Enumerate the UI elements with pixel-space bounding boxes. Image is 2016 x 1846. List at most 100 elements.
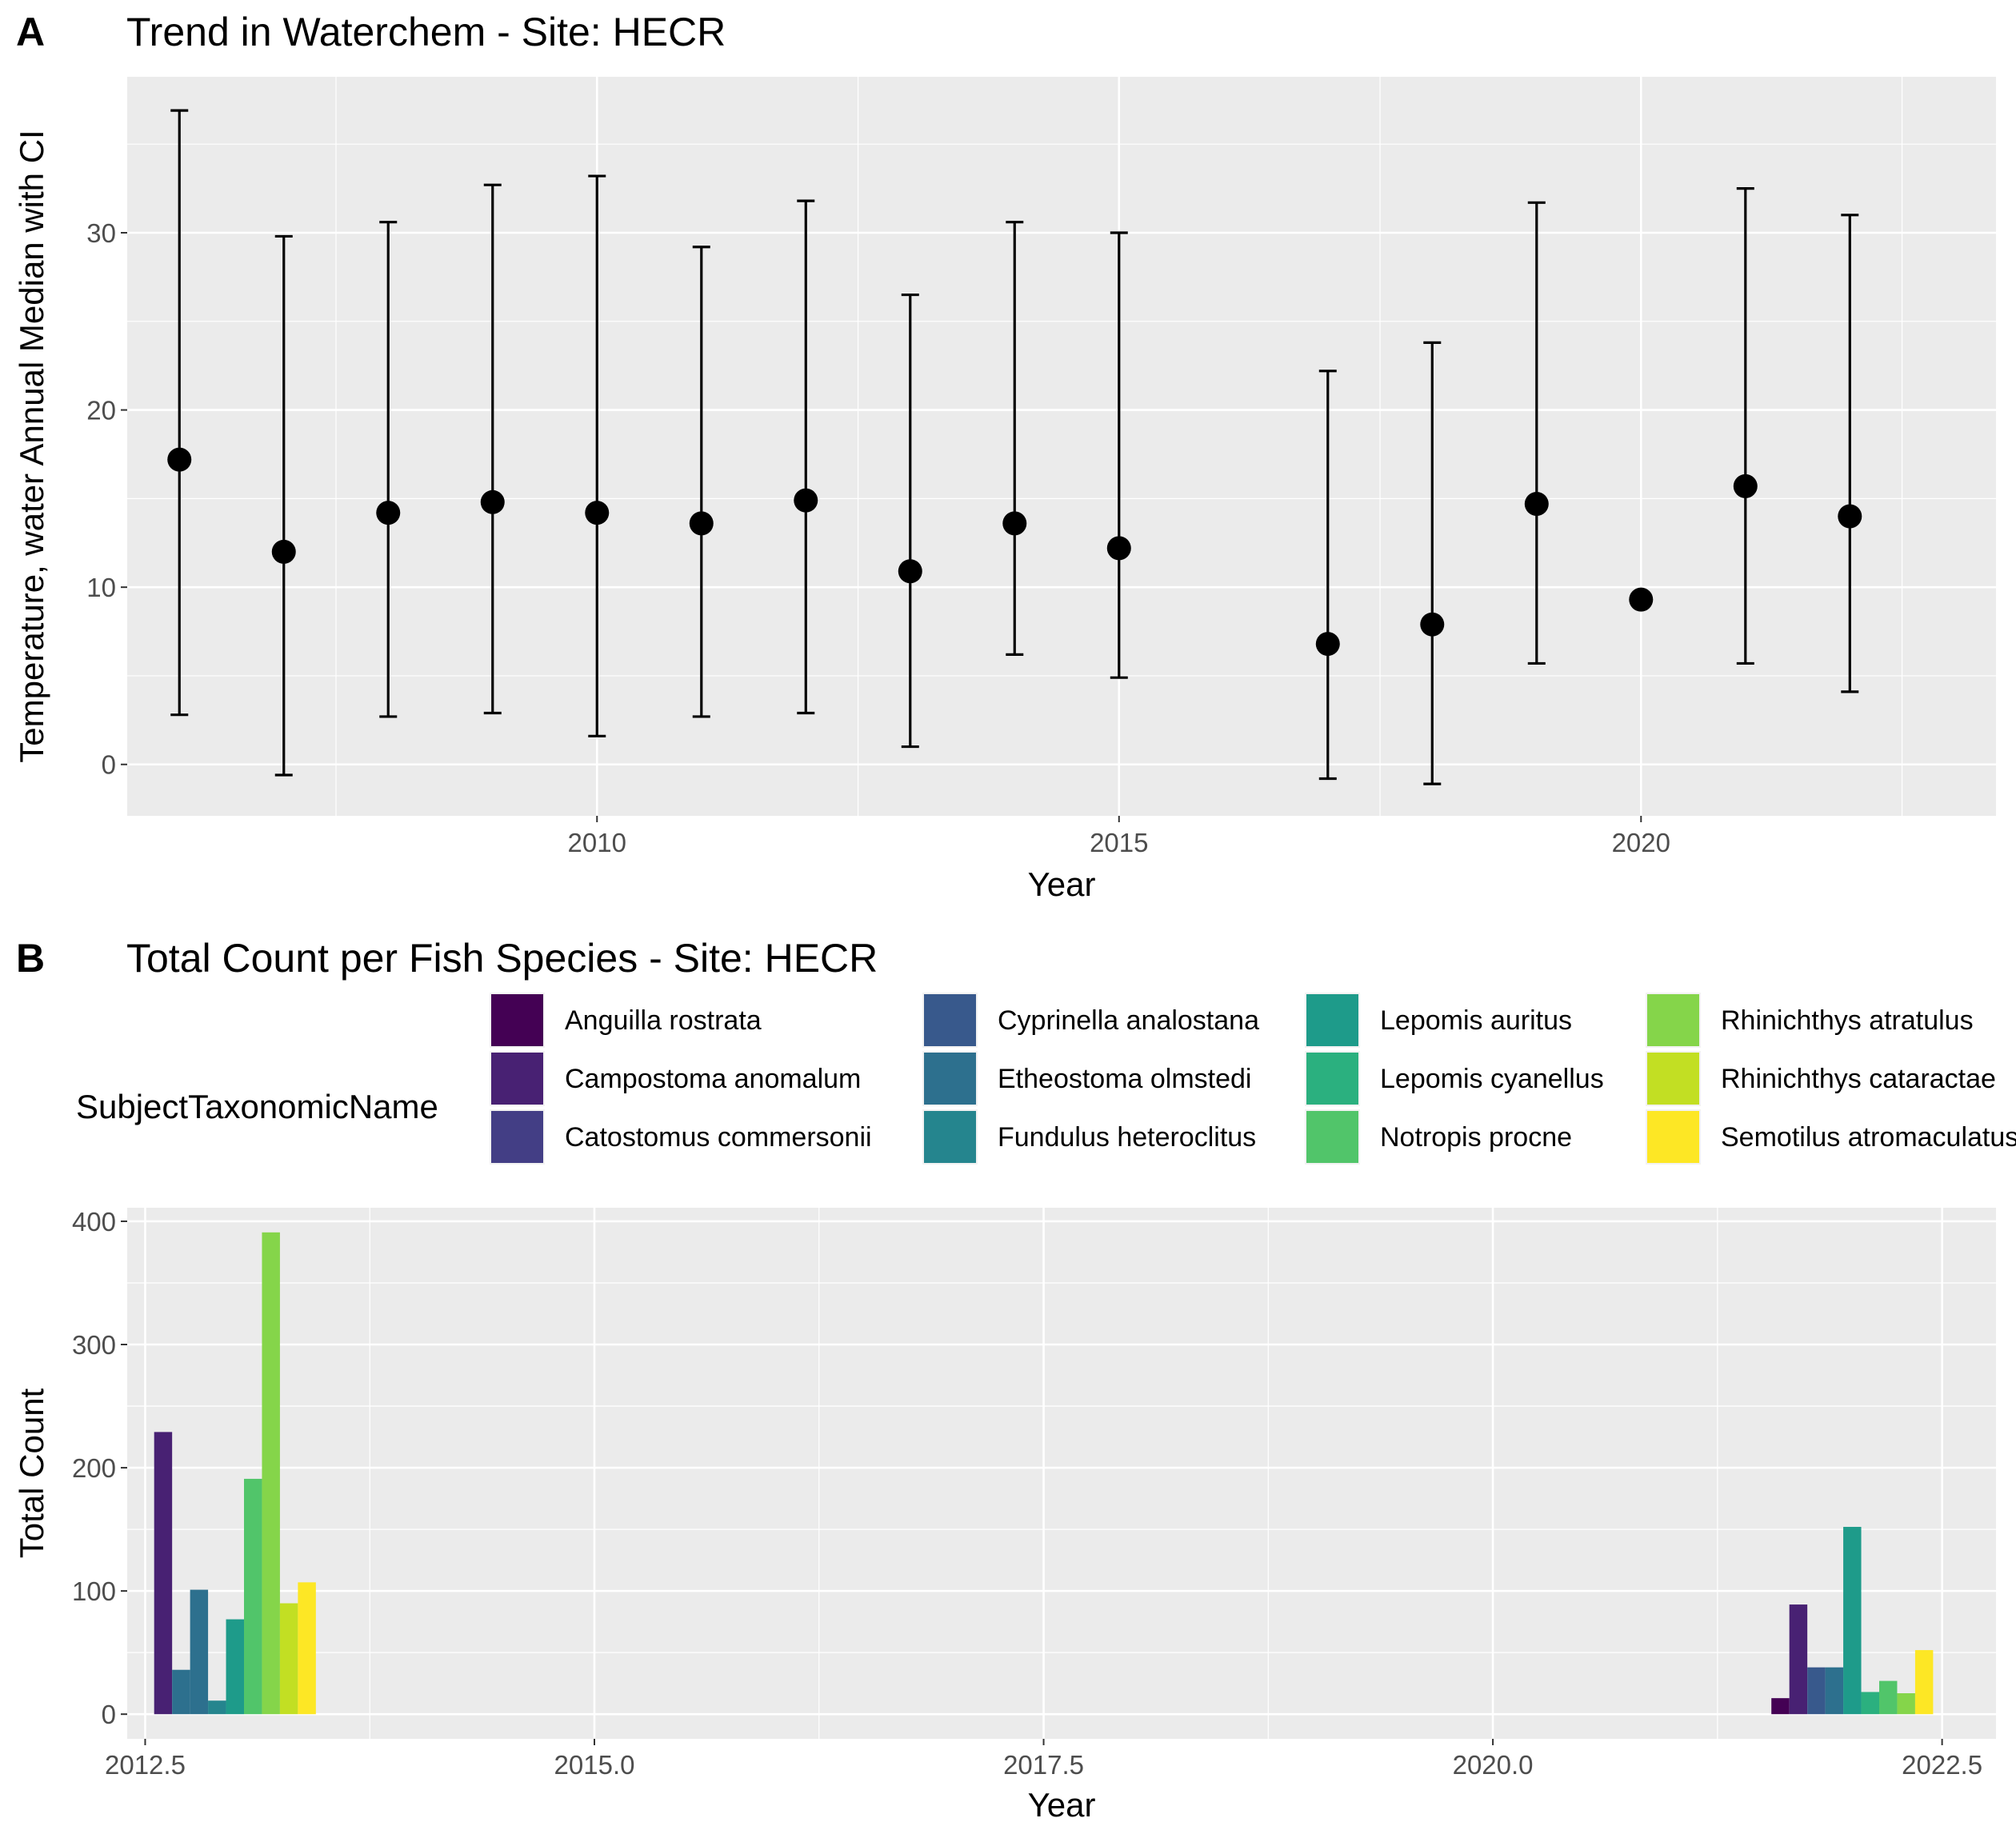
legend-swatch xyxy=(491,1111,543,1163)
error-bar xyxy=(379,221,398,718)
legend-swatch xyxy=(491,994,543,1046)
legend-label: Etheostoma olmstedi xyxy=(998,1064,1252,1094)
bar-lepomis-auritus xyxy=(226,1619,244,1715)
panel-b: B Total Count per Fish Species - Site: H… xyxy=(13,936,2016,1824)
error-bar xyxy=(1110,231,1128,679)
error-bar xyxy=(483,183,502,715)
median-point xyxy=(1524,492,1549,517)
bar-notropis-procne xyxy=(244,1478,262,1715)
bar-lepomis-auritus xyxy=(1843,1527,1862,1715)
legend-item: Semotilus atromaculatus xyxy=(1646,1109,2016,1165)
panel-b-tick-labels: 2012.5 2015.0 2017.5 2020.0 2022.5 0 100 200 300… xyxy=(72,1207,1982,1780)
legend-item: Rhinichthys cataractae xyxy=(1646,1051,1996,1106)
legend-swatch xyxy=(924,1111,976,1163)
panel-b-y-tick-label: 0 xyxy=(102,1700,116,1729)
legend-swatch xyxy=(1647,994,1699,1046)
panel-b-y-tick-label: 300 xyxy=(72,1330,116,1360)
panel-b-x-axis-title: Year xyxy=(1028,1786,1096,1824)
panel-a-x-tick-label: 2010 xyxy=(568,828,626,857)
panel-b-x-tick-label: 2015.0 xyxy=(554,1750,635,1780)
legend-label: Anguilla rostrata xyxy=(565,1005,762,1036)
panel-b-gridlines xyxy=(127,1208,1996,1739)
legend-item: Catostomus commersonii xyxy=(490,1109,872,1165)
bar-notropis-procne xyxy=(1879,1680,1898,1715)
panel-b-y-axis-title: Total Count xyxy=(13,1388,50,1558)
legend-label: Semotilus atromaculatus xyxy=(1721,1122,2016,1153)
error-bar xyxy=(901,293,919,749)
panel-b-x-tick-label: 2020.0 xyxy=(1453,1750,1534,1780)
panel-a-title: Trend in Waterchem - Site: HECR xyxy=(126,10,726,54)
bar-rhinichthys-atratulus xyxy=(1897,1692,1915,1715)
panel-b-x-tick-label: 2022.5 xyxy=(1902,1750,1982,1780)
legend-swatch xyxy=(1306,1111,1358,1163)
legend-item: Fundulus heteroclitus xyxy=(922,1109,1256,1165)
median-point xyxy=(689,511,714,536)
bar-rhinichthys-atratulus xyxy=(262,1232,280,1715)
error-bar xyxy=(274,234,293,777)
bar-semotilus-atromaculatus xyxy=(1914,1650,1934,1715)
legend-swatch xyxy=(1647,1111,1699,1163)
legend-item: Notropis procne xyxy=(1305,1109,1572,1165)
panel-a-tag: A xyxy=(16,10,45,54)
error-bar xyxy=(1423,341,1442,785)
error-bar xyxy=(692,246,710,718)
panel-b-title: Total Count per Fish Species - Site: HEC… xyxy=(126,936,878,981)
legend-item: Anguilla rostrata xyxy=(490,993,762,1048)
panel-a-y-tick-label: 20 xyxy=(86,396,116,426)
legend: Anguilla rostrata Campostoma anomalum Cato… xyxy=(490,993,2016,1165)
panel-a: A Trend in Waterchem - Site: HECR 2010 20… xyxy=(13,10,1996,903)
panel-a-y-axis-title: Temperature, water Annual Median with CI xyxy=(13,130,50,762)
panel-b-plot-background xyxy=(127,1208,1996,1739)
error-bar xyxy=(588,174,606,737)
panel-a-marks xyxy=(167,109,1862,785)
median-point xyxy=(1106,536,1131,561)
legend-item: Campostoma anomalum xyxy=(490,1051,861,1106)
panel-a-x-axis-title: Year xyxy=(1028,865,1096,903)
legend-label: Catostomus commersonii xyxy=(565,1122,872,1153)
bar-lepomis-cyanellus xyxy=(1861,1692,1879,1715)
legend-label: Fundulus heteroclitus xyxy=(998,1122,1256,1153)
error-bar xyxy=(1841,214,1859,693)
legend-label: Rhinichthys atratulus xyxy=(1721,1005,1974,1036)
median-point xyxy=(480,489,505,514)
bar-rhinichthys-cataractae xyxy=(279,1603,298,1715)
panel-a-y-tick-label: 0 xyxy=(102,750,116,780)
error-bar xyxy=(170,109,189,717)
legend-item: Rhinichthys atratulus xyxy=(1646,993,1974,1048)
bar-fundulus-heteroclitus xyxy=(208,1700,226,1715)
panel-b-y-tick-label: 100 xyxy=(72,1576,116,1606)
legend-swatch xyxy=(1306,1053,1358,1105)
legend-item: Etheostoma olmstedi xyxy=(922,1051,1252,1106)
bar-etheostoma-olmstedi xyxy=(1825,1667,1844,1715)
median-point xyxy=(1002,511,1027,536)
panel-b-y-tick-label: 400 xyxy=(72,1207,116,1237)
panel-a-y-tick-label: 10 xyxy=(86,573,116,602)
bar-campostoma-anomalum xyxy=(154,1432,173,1715)
legend-item: Cyprinella analostana xyxy=(922,993,1259,1048)
legend-item: Lepomis auritus xyxy=(1305,993,1572,1048)
legend-label: Campostoma anomalum xyxy=(565,1064,861,1094)
bar-cyprinella-analostana xyxy=(1807,1667,1826,1715)
panel-a-plot-background xyxy=(127,77,1996,816)
panel-b-marks xyxy=(154,1232,1934,1715)
error-bar xyxy=(1527,201,1546,665)
bar-anguilla-rostrata xyxy=(1771,1698,1790,1715)
legend-swatch xyxy=(924,994,976,1046)
error-bar xyxy=(1736,186,1754,665)
legend-swatch xyxy=(924,1053,976,1105)
legend-label: Notropis procne xyxy=(1380,1122,1572,1153)
panel-a-gridlines xyxy=(127,77,1996,816)
legend-item: Lepomis cyanellus xyxy=(1305,1051,1604,1106)
legend-label: Rhinichthys cataractae xyxy=(1721,1064,1996,1094)
panel-b-y-tick-label: 200 xyxy=(72,1453,116,1483)
panel-a-tick-labels: 2010 2015 2020 0 10 20 30 xyxy=(86,218,1670,857)
legend-swatch xyxy=(491,1053,543,1105)
median-point xyxy=(167,447,192,472)
median-point xyxy=(1733,473,1758,498)
panel-b-x-tick-label: 2012.5 xyxy=(105,1750,186,1780)
bar-etheostoma-olmstedi xyxy=(190,1589,209,1715)
bar-campostoma-anomalum xyxy=(1789,1604,1808,1715)
panel-b-tag: B xyxy=(16,936,45,981)
legend-title: SubjectTaxonomicName xyxy=(76,1088,438,1125)
